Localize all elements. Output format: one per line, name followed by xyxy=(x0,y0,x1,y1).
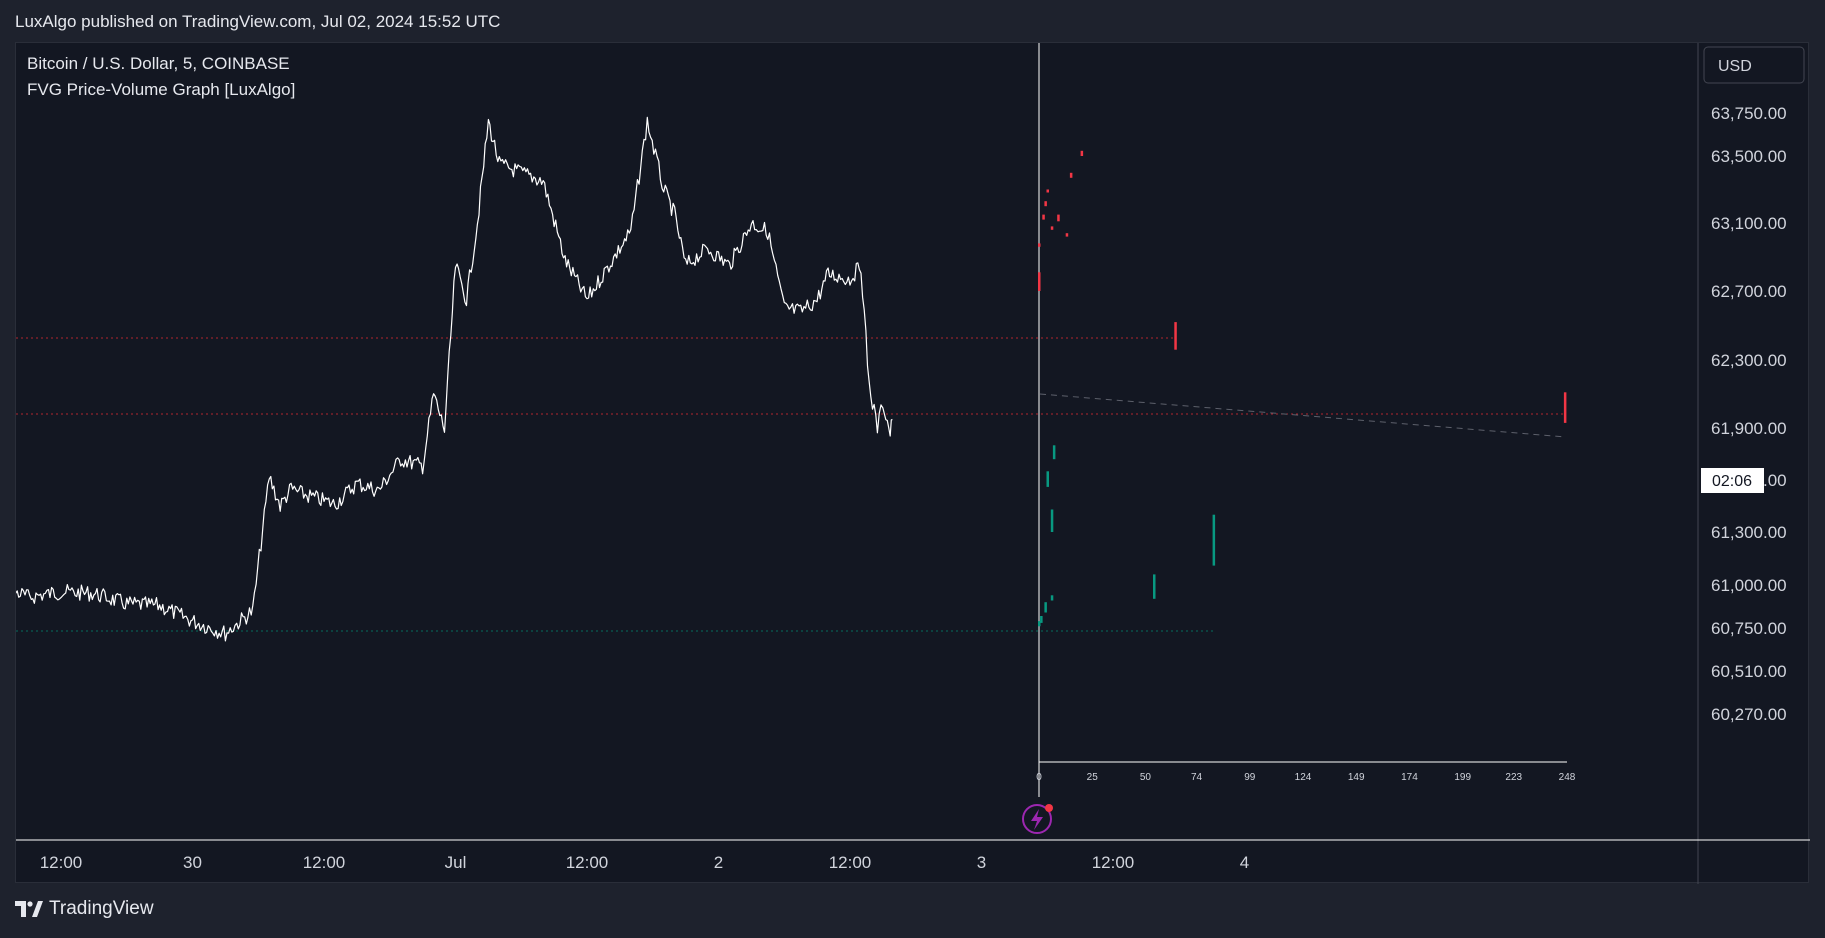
profile-tick-label: 0 xyxy=(1036,772,1042,783)
time-tick-label: 12:00 xyxy=(40,853,83,872)
profile-tick-label: 149 xyxy=(1348,772,1365,783)
profile-tick-label: 74 xyxy=(1191,772,1203,783)
price-tick-label: 61,900.00 xyxy=(1711,419,1787,438)
price-tick-label: 62,700.00 xyxy=(1711,282,1787,301)
fvg-profile: 0 25 50 74 99 124 149 174 199 223 248 xyxy=(1036,43,1576,797)
tradingview-logo-icon xyxy=(15,901,43,917)
bullish-fvg-bar xyxy=(1038,621,1041,627)
fvg-levels xyxy=(16,337,1567,632)
price-tick-label: 61,000.00 xyxy=(1711,576,1787,595)
time-tick-label: 3 xyxy=(977,853,986,872)
bullish-fvg-bar xyxy=(1046,471,1049,487)
price-tick-label: 60,750.00 xyxy=(1711,619,1787,638)
bearish-fvg-bar xyxy=(1065,233,1069,237)
bearish-fvg-bar xyxy=(1174,322,1177,350)
time-tick-label: 12:00 xyxy=(829,853,872,872)
profile-tick-label: 248 xyxy=(1559,772,1576,783)
bullish-fvg-bar xyxy=(1050,595,1054,601)
chart-canvas[interactable]: 0 25 50 74 99 124 149 174 199 223 248 63,750.0063,… xyxy=(16,43,1810,884)
bearish-fvg-bar xyxy=(1080,150,1084,156)
bearish-fvg-bar xyxy=(1057,214,1060,222)
profile-tick-label: 223 xyxy=(1505,772,1522,783)
price-series xyxy=(16,116,893,642)
price-tick-label: 60,510.00 xyxy=(1711,662,1787,681)
bearish-fvg-bar xyxy=(1044,201,1047,207)
profile-tick-label: 25 xyxy=(1087,772,1099,783)
bearish-fvg-bar xyxy=(1046,189,1049,193)
price-axis[interactable]: 63,750.00 63,500.00 63,100.00 62,700.00 62,3… xyxy=(1711,104,1787,724)
bearish-fvg-bar xyxy=(1042,214,1045,220)
currency-button[interactable]: USD xyxy=(1703,46,1805,84)
brand-name: TradingView xyxy=(49,898,154,919)
profile-tick-label: 99 xyxy=(1244,772,1256,783)
bearish-fvg-bar xyxy=(1038,272,1041,291)
price-tick-label: 61,300.00 xyxy=(1711,523,1787,542)
price-tick-label: 63,500.00 xyxy=(1711,147,1787,166)
time-tick-label: 12:00 xyxy=(566,853,609,872)
bullish-fvg-bar xyxy=(1040,616,1043,623)
symbol-legend[interactable]: Bitcoin / U.S. Dollar, 5, COINBASE xyxy=(27,54,290,73)
profile-tick-label: 124 xyxy=(1295,772,1312,783)
time-tick-label: 12:00 xyxy=(303,853,346,872)
time-axis[interactable]: 12:00 30 12:00 Jul 12:00 2 12:00 3 12:00 4 xyxy=(40,853,1250,872)
bullish-fvg-bar xyxy=(1044,602,1047,613)
published-caption: LuxAlgo published on TradingView.com, Ju… xyxy=(15,12,501,31)
bullish-fvg-bar xyxy=(1052,445,1056,460)
profile-tick-label: 199 xyxy=(1454,772,1471,783)
projection-line xyxy=(1039,393,1567,438)
bullish-fvg-bar xyxy=(1050,509,1054,532)
profile-tick-label: 174 xyxy=(1401,772,1418,783)
countdown-label: 02:06 xyxy=(1712,473,1752,490)
time-tick-label: Jul xyxy=(445,853,467,872)
time-tick-label: 30 xyxy=(183,853,202,872)
price-line xyxy=(16,116,893,642)
price-tick-label: 63,100.00 xyxy=(1711,214,1787,233)
bearish-fvg-bar xyxy=(1069,172,1073,178)
price-tick-label: 62,300.00 xyxy=(1711,351,1787,370)
footer-brand[interactable]: TradingView xyxy=(15,898,154,920)
bullish-fvg-bar xyxy=(1153,574,1156,599)
time-tick-label: 4 xyxy=(1240,853,1249,872)
profile-tick-label: 50 xyxy=(1140,772,1152,783)
bearish-fvg-bar xyxy=(1038,243,1041,247)
bearish-fvg-bar xyxy=(1050,226,1054,230)
time-tick-label: 12:00 xyxy=(1092,853,1135,872)
price-tick-label: 63,750.00 xyxy=(1711,104,1787,123)
bullish-fvg-bar xyxy=(1212,514,1216,566)
lightning-icon[interactable] xyxy=(1022,804,1053,834)
time-tick-label: 2 xyxy=(714,853,723,872)
currency-label: USD xyxy=(1718,58,1752,75)
countdown-tag: 02:06 xyxy=(1701,468,1764,493)
price-tick-label: 60,270.00 xyxy=(1711,705,1787,724)
bearish-fvg-bar xyxy=(1563,392,1567,423)
indicator-legend[interactable]: FVG Price-Volume Graph [LuxAlgo] xyxy=(27,80,295,99)
chart-frame[interactable]: 0 25 50 74 99 124 149 174 199 223 248 63,750.00 63,… xyxy=(15,42,1810,884)
